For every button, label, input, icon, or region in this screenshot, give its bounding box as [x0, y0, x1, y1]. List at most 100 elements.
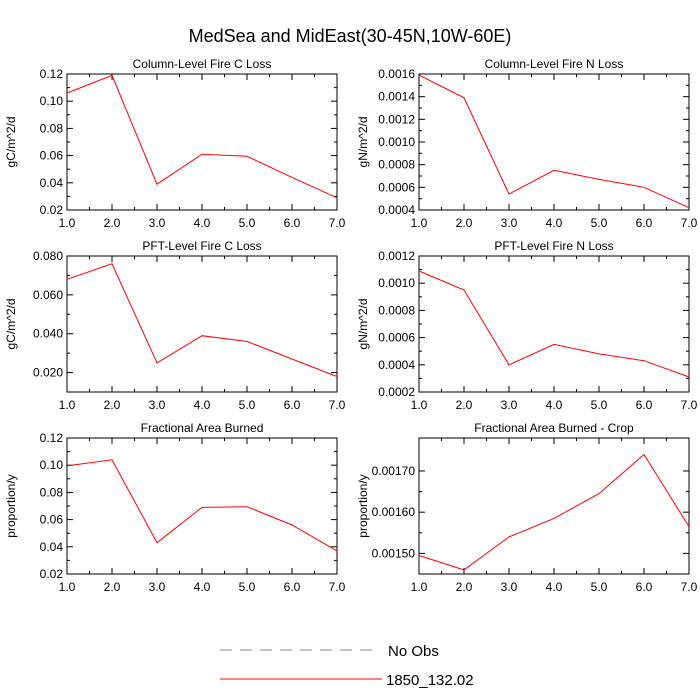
- y-tick-label: 0.12: [40, 67, 64, 81]
- x-tick-label: 5.0: [239, 398, 256, 412]
- plot-frame: [66, 437, 338, 575]
- x-tick-label: 7.0: [329, 216, 346, 230]
- x-tick-label: 2.0: [104, 398, 121, 412]
- y-tick-label: 0.10: [40, 94, 64, 108]
- x-tick-label: 5.0: [591, 398, 608, 412]
- series-line-1850-132-02: [418, 74, 690, 209]
- x-tick-label: 3.0: [501, 398, 518, 412]
- x-tick-label: 2.0: [456, 398, 473, 412]
- y-tick-label: 0.10: [40, 458, 64, 472]
- panels: Column-Level Fire C Loss gC/m^2/d 1.0 2.0 3.…: [4, 57, 698, 594]
- panel-pft-level-fire-c-loss: PFT-Level Fire C Loss gC/m^2/d 1.0 2.0 3.0 4.…: [4, 239, 346, 412]
- x-tick-label: 5.0: [591, 580, 608, 594]
- x-tick-label: 2.0: [104, 216, 121, 230]
- series-line-1850-132-02: [66, 459, 338, 552]
- x-tick-label: 3.0: [501, 216, 518, 230]
- x-tick-label: 6.0: [284, 398, 301, 412]
- x-tick-label: 7.0: [329, 398, 346, 412]
- x-tick-label: 7.0: [681, 580, 698, 594]
- x-tick-label: 7.0: [681, 216, 698, 230]
- y-tick-label: 0.0008: [378, 303, 415, 317]
- y-tick-label: 0.02: [40, 203, 64, 217]
- panel-column-level-fire-n-loss: Column-Level Fire N Loss gN/m^2/d 1.0 2.0 3.…: [356, 57, 698, 230]
- y-tick-label: 0.080: [33, 249, 63, 263]
- y-tick-label: 0.00160: [372, 505, 416, 519]
- x-tick-label: 5.0: [239, 216, 256, 230]
- y-tick-label: 0.020: [33, 366, 63, 380]
- x-tick-label: 6.0: [636, 398, 653, 412]
- x-tick-label: 4.0: [546, 398, 563, 412]
- y-tick-label: 0.0010: [378, 135, 415, 149]
- x-tick-label: 1.0: [411, 398, 428, 412]
- x-tick-label: 3.0: [501, 580, 518, 594]
- legend-label-no-obs: No Obs: [388, 643, 439, 660]
- series-line-1850-132-02: [66, 263, 338, 377]
- x-tick-label: 5.0: [239, 580, 256, 594]
- y-tick-label: 0.04: [40, 540, 64, 554]
- plot-frame: [418, 437, 690, 575]
- x-tick-label: 1.0: [59, 216, 76, 230]
- y-tick-label: 0.00170: [372, 464, 416, 478]
- y-tick-label: 0.0012: [378, 249, 415, 263]
- x-tick-label: 1.0: [411, 216, 428, 230]
- y-tick-label: 0.06: [40, 513, 64, 527]
- x-tick-label: 6.0: [636, 216, 653, 230]
- x-tick-label: 7.0: [681, 398, 698, 412]
- x-tick-label: 1.0: [411, 580, 428, 594]
- y-tick-label: 0.08: [40, 485, 64, 499]
- y-axis-label: gC/m^2/d: [4, 117, 18, 168]
- x-tick-label: 2.0: [456, 580, 473, 594]
- x-tick-label: 4.0: [546, 216, 563, 230]
- y-tick-label: 0.00150: [372, 546, 416, 560]
- panel-fractional-area-burned-crop: Fractional Area Burned - Crop proportion/…: [356, 421, 698, 594]
- x-tick-label: 3.0: [149, 580, 166, 594]
- y-tick-label: 0.12: [40, 431, 64, 445]
- panel-title: PFT-Level Fire C Loss: [142, 239, 261, 253]
- panel-title: Fractional Area Burned: [141, 421, 264, 435]
- figure-title: MedSea and MidEast(30-45N,10W-60E): [189, 26, 512, 46]
- y-tick-label: 0.0006: [378, 331, 415, 345]
- y-axis-label: gN/m^2/d: [356, 117, 370, 168]
- x-tick-label: 4.0: [194, 580, 211, 594]
- x-tick-label: 2.0: [456, 216, 473, 230]
- panel-title: Fractional Area Burned - Crop: [474, 421, 634, 435]
- x-tick-label: 4.0: [194, 398, 211, 412]
- y-tick-label: 0.0014: [378, 90, 415, 104]
- y-tick-label: 0.0012: [378, 112, 415, 126]
- panel-title: Column-Level Fire N Loss: [485, 57, 624, 71]
- panel-title: Column-Level Fire C Loss: [133, 57, 272, 71]
- y-axis-label: gN/m^2/d: [356, 299, 370, 350]
- y-tick-label: 0.0002: [378, 385, 415, 399]
- y-tick-label: 0.040: [33, 327, 63, 341]
- x-tick-label: 3.0: [149, 398, 166, 412]
- plot-frame: [66, 73, 338, 211]
- x-tick-label: 1.0: [59, 580, 76, 594]
- x-tick-label: 6.0: [636, 580, 653, 594]
- y-tick-label: 0.08: [40, 121, 64, 135]
- y-tick-label: 0.0004: [378, 358, 415, 372]
- y-tick-label: 0.060: [33, 288, 63, 302]
- x-tick-label: 6.0: [284, 580, 301, 594]
- x-tick-label: 5.0: [591, 216, 608, 230]
- y-tick-label: 0.0004: [378, 203, 415, 217]
- x-tick-label: 4.0: [546, 580, 563, 594]
- x-tick-label: 1.0: [59, 398, 76, 412]
- y-tick-label: 0.06: [40, 149, 64, 163]
- y-tick-label: 0.02: [40, 567, 64, 581]
- panel-column-level-fire-c-loss: Column-Level Fire C Loss gC/m^2/d 1.0 2.0 3.…: [4, 57, 346, 230]
- y-axis-label: proportion/y: [4, 474, 18, 537]
- x-tick-label: 7.0: [329, 580, 346, 594]
- series-line-1850-132-02: [418, 453, 690, 571]
- panel-pft-level-fire-n-loss: PFT-Level Fire N Loss gN/m^2/d 1.0 2.0 3.0 4.…: [356, 239, 698, 412]
- y-tick-label: 0.0010: [378, 276, 415, 290]
- legend-label-1850-132-02: 1850_132.02: [386, 672, 474, 689]
- panel-fractional-area-burned: Fractional Area Burned proportion/y 1.0 2.0…: [4, 421, 346, 594]
- x-tick-label: 4.0: [194, 216, 211, 230]
- y-axis-label: gC/m^2/d: [4, 299, 18, 350]
- x-tick-label: 3.0: [149, 216, 166, 230]
- y-tick-label: 0.0008: [378, 158, 415, 172]
- plot-frame: [66, 255, 338, 393]
- series-line-1850-132-02: [418, 270, 690, 378]
- series-line-1850-132-02: [66, 74, 338, 199]
- y-tick-label: 0.04: [40, 176, 64, 190]
